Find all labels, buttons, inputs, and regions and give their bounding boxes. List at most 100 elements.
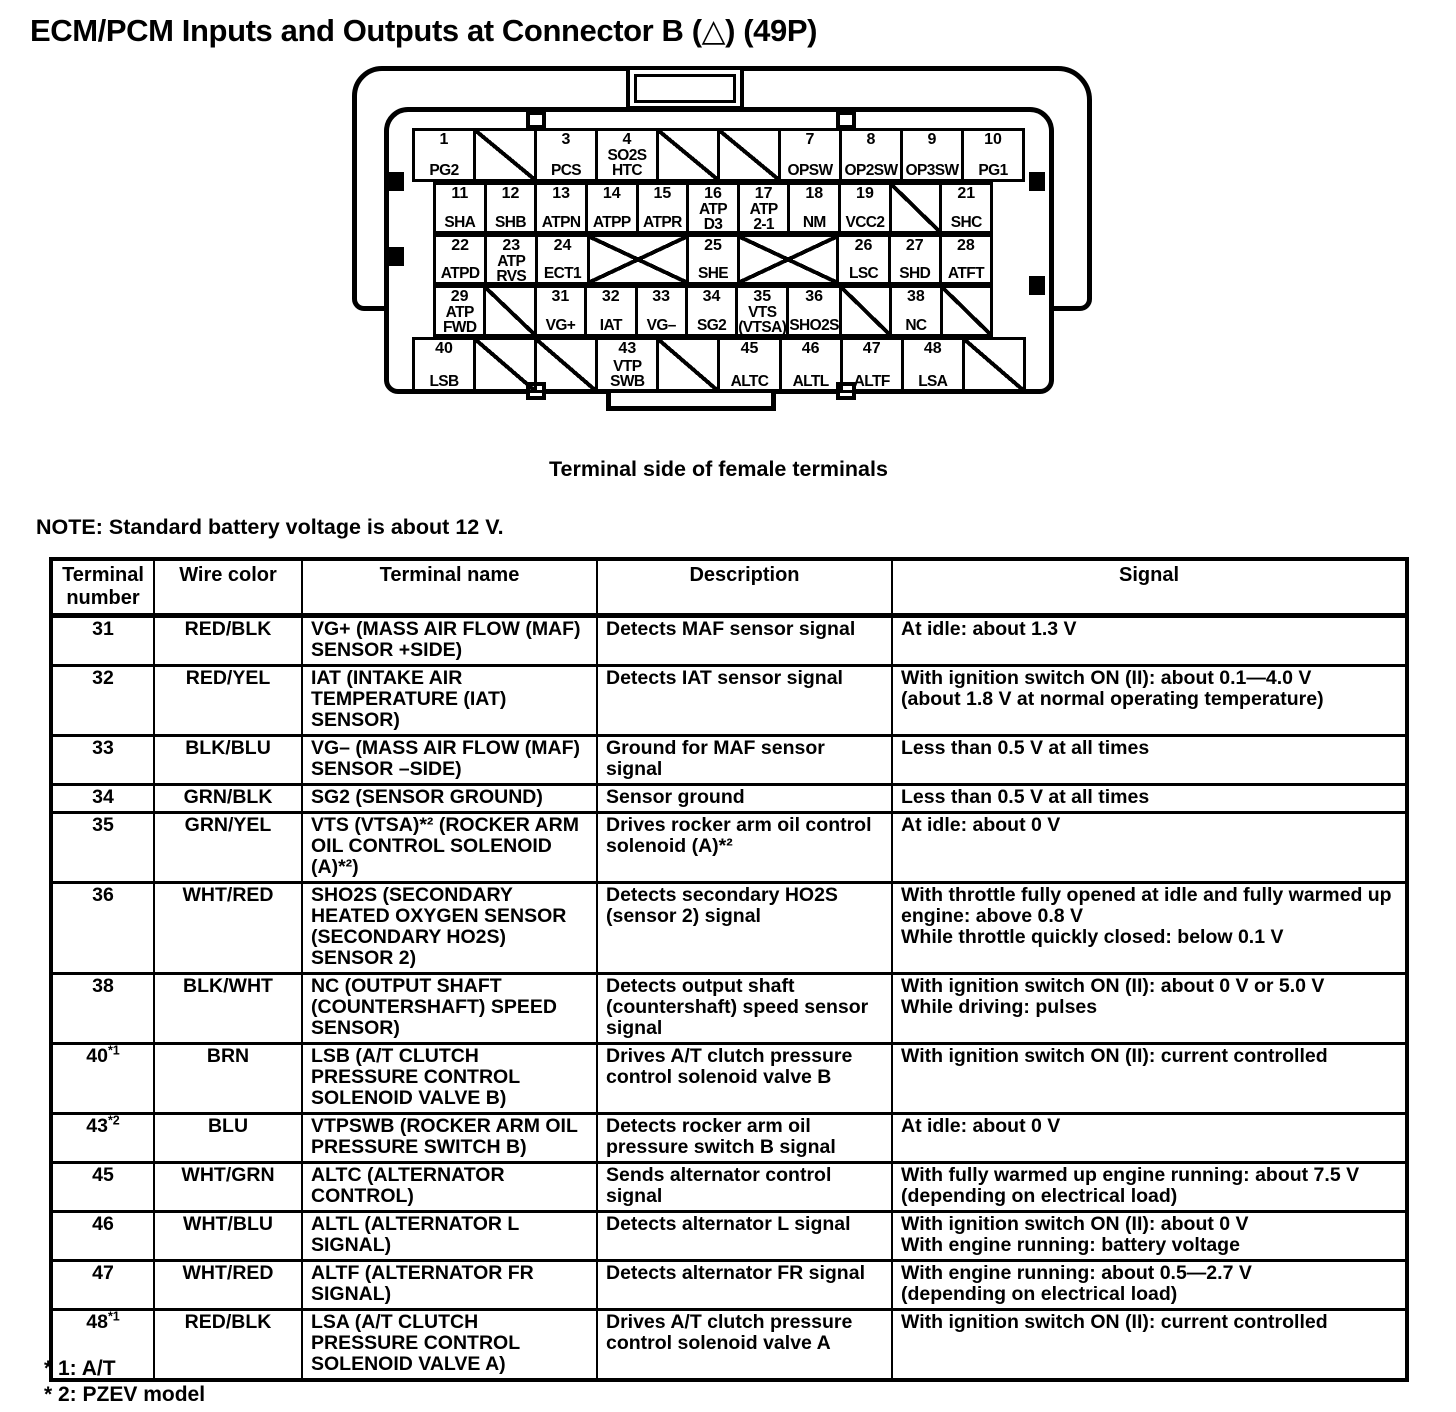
pin-15: 15 ATPR — [635, 182, 690, 234]
pin-18: 18 NM — [787, 182, 842, 234]
pin-13: 13 ATPN — [534, 182, 588, 234]
description-cell: Detects output shaft (countershaft) spee… — [596, 972, 893, 1045]
description-cell: Detects alternator FR signal — [596, 1259, 893, 1311]
description-cell: Drives A/T clutch pressure control solen… — [596, 1308, 893, 1381]
pin-label: NC — [905, 317, 927, 334]
pin-number: 33 — [652, 288, 671, 305]
column-header: Description — [596, 558, 893, 618]
pin-label: SO2S HTC — [607, 147, 648, 179]
table-row: 38 BLK/WHT NC (OUTPUT SHAFT (COUNTERSHAFT)… — [50, 972, 1408, 1045]
pin-number: 32 — [601, 288, 620, 305]
table-row: 47 WHT/RED ALTF (ALTERNATOR FR SIGNAL) Dete… — [50, 1259, 1408, 1311]
pin-number: 34 — [702, 288, 721, 305]
pin-9: 9 OP3SW — [900, 128, 964, 182]
terminal-number-cell: 36 — [50, 881, 155, 975]
connector-latch — [1029, 276, 1045, 295]
terminal-number-cell: 46 — [50, 1210, 155, 1262]
signal-cell: With fully warmed up engine running: abo… — [891, 1161, 1408, 1213]
signal-cell: With throttle fully opened at idle and f… — [891, 881, 1408, 975]
pin-24: 24 ECT1 — [535, 234, 590, 285]
pin-number: 25 — [704, 237, 722, 254]
pin-label: SHB — [494, 214, 527, 231]
pin-label: ATPD — [440, 265, 480, 282]
pin-label: PCS — [550, 162, 582, 179]
pin-29: 29 ATP FWD — [433, 285, 487, 337]
pin-number: 27 — [905, 237, 924, 254]
pin-number: 12 — [501, 185, 520, 202]
description-cell: Sensor ground — [596, 783, 893, 814]
terminal-name-cell: SG2 (SENSOR GROUND) — [301, 783, 598, 814]
blocked-cell — [586, 234, 689, 285]
table-row: 36 WHT/RED SHO2S (SECONDARY HEATED OXYGEN … — [50, 881, 1408, 975]
signal-cell: Less than 0.5 V at all times — [891, 783, 1408, 814]
pin-label: LSB — [429, 373, 459, 390]
terminal-number-cell: 43*2 — [50, 1112, 155, 1164]
pin-label: SHO2S — [789, 317, 839, 334]
pin-36: 36 SHO2S — [786, 285, 842, 337]
wire-color-cell: GRN/YEL — [153, 811, 303, 884]
pin-number: 7 — [805, 131, 815, 148]
pin-12: 12 SHB — [483, 182, 538, 234]
signal-cell: With ignition switch ON (II): current co… — [891, 1042, 1408, 1115]
terminal-name-cell: VG+ (MASS AIR FLOW (MAF) SENSOR +SIDE) — [301, 614, 598, 667]
wire-color-cell: WHT/BLU — [153, 1210, 303, 1262]
signal-cell: With ignition switch ON (II): current co… — [891, 1308, 1408, 1381]
description-cell: Detects IAT sensor signal — [596, 664, 893, 737]
pin-number: 18 — [805, 185, 824, 202]
terminal-name-cell: IAT (INTAKE AIR TEMPERATURE (IAT) SENSOR… — [301, 664, 598, 737]
pin-number: 26 — [854, 237, 873, 254]
blank-cell — [534, 337, 599, 393]
pin-number: 48 — [923, 340, 942, 357]
pin-8: 8 OP2SW — [839, 128, 903, 182]
column-header: Signal — [891, 558, 1408, 618]
table-row: 33 BLK/BLU VG– (MASS AIR FLOW (MAF) SENSOR… — [50, 734, 1408, 786]
signal-cell: At idle: about 0 V — [891, 1112, 1408, 1164]
connector-key-square — [526, 111, 546, 129]
pin-number: 15 — [653, 185, 672, 202]
pin-label: IAT — [599, 317, 623, 334]
terminal-number-cell: 45 — [50, 1161, 155, 1213]
pin-17: 17 ATP 2-1 — [736, 182, 791, 234]
description-cell: Detects secondary HO2S (sensor 2) signal — [596, 881, 893, 975]
blank-cell — [888, 182, 943, 234]
pin-label: PG2 — [429, 162, 459, 179]
pin-27: 27 SHD — [887, 234, 942, 285]
pin-38: 38 NC — [889, 285, 943, 337]
pin-33: 33 VG– — [634, 285, 688, 337]
pin-number: 21 — [957, 185, 976, 202]
terminal-number-cell: 40*1 — [50, 1042, 155, 1115]
pin-10: 10 PG1 — [961, 128, 1025, 182]
pin-16: 16 ATP D3 — [686, 182, 740, 234]
signal-cell: With ignition switch ON (II): about 0 V … — [891, 1210, 1408, 1262]
footnote-1: * 1: A/T — [44, 1357, 116, 1380]
signal-cell: At idle: about 0 V — [891, 811, 1408, 884]
wire-color-cell: RED/YEL — [153, 664, 303, 737]
pin-47: 47 ALTF — [839, 337, 904, 393]
pin-label: ATP RVS — [496, 253, 527, 285]
signal-cell: With ignition switch ON (II): about 0 V … — [891, 972, 1408, 1045]
wire-color-cell: BLU — [153, 1112, 303, 1164]
pin-number: 35 — [753, 288, 772, 305]
pin-row-2: 11 SHA 12 SHB 13 ATPN 14 ATPP 15 ATPR 16 ATP D3 17 AT… — [433, 182, 994, 234]
wire-color-cell: WHT/RED — [153, 1259, 303, 1311]
description-cell: Detects rocker arm oil pressure switch B… — [596, 1112, 893, 1164]
footnote-marker: *2 — [107, 1113, 120, 1128]
pin-label: SHE — [697, 265, 729, 282]
pin-number: 9 — [927, 131, 937, 148]
terminal-name-cell: VTPSWB (ROCKER ARM OIL PRESSURE SWITCH B… — [301, 1112, 598, 1164]
wire-color-cell: WHT/GRN — [153, 1161, 303, 1213]
pin-label: ATP FWD — [442, 304, 477, 336]
pin-label: ATPN — [541, 214, 581, 231]
terminal-number-cell: 48*1 — [50, 1308, 155, 1381]
blank-cell — [961, 337, 1026, 393]
pin-row-5: 40 LSB 43 VTP SWB 45 ALTC 46 ALTL 47 ALTF 48 LSA — [412, 337, 1026, 393]
pin-4: 4 SO2S HTC — [595, 128, 659, 182]
pin-28: 28 ATFT — [938, 234, 994, 285]
pin-row-1: 1 PG2 3 PCS 4 SO2S HTC 7 OPSW 8 OP2SW 9 OP3SW 10 PG1 — [412, 128, 1025, 182]
pin-number: 23 — [502, 237, 521, 254]
terminal-name-cell: NC (OUTPUT SHAFT (COUNTERSHAFT) SPEED SE… — [301, 972, 598, 1045]
table-row: 40*1 BRN LSB (A/T CLUTCH PRESSURE CONTROL … — [50, 1042, 1408, 1115]
terminal-number-cell: 34 — [50, 783, 155, 814]
column-header: Terminal name — [301, 558, 598, 618]
connector-key-square — [836, 111, 856, 129]
